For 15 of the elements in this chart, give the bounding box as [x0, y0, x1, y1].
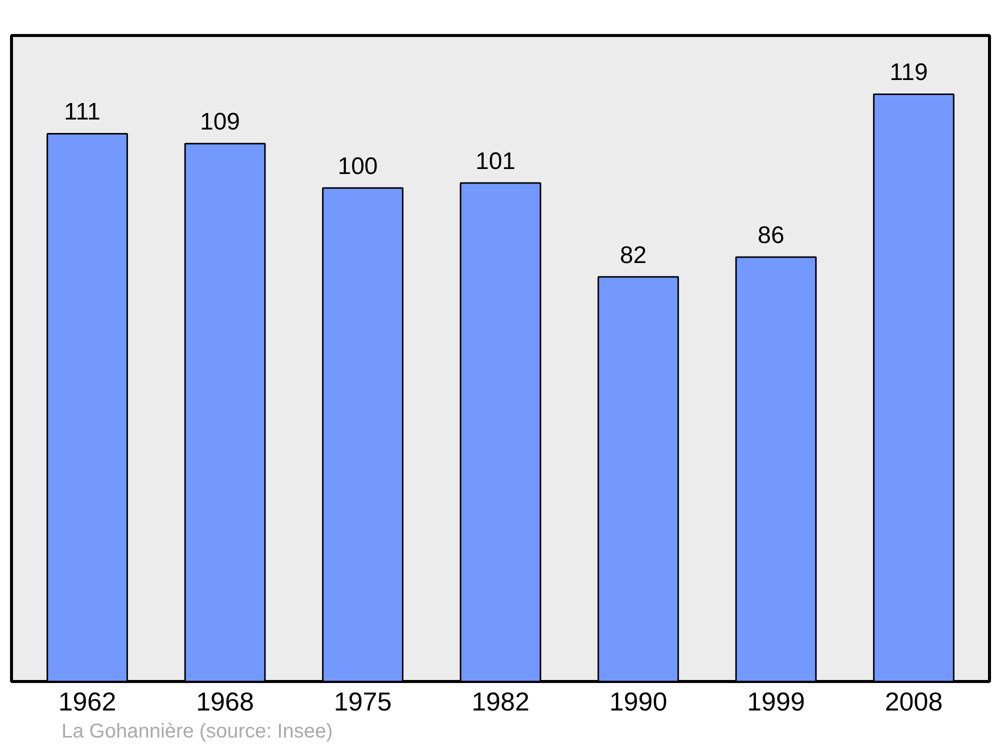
x-tick-label: 1990 — [609, 686, 668, 716]
x-tick-label: 1968 — [196, 686, 254, 716]
data-label: 119 — [890, 59, 928, 86]
data-label: 86 — [758, 222, 784, 250]
x-tick-label: 1999 — [747, 686, 805, 716]
x-tick-label: 1975 — [334, 686, 392, 716]
data-label: 111 — [64, 98, 101, 126]
data-label: 109 — [200, 108, 240, 136]
x-tick-label: 1962 — [58, 686, 116, 716]
data-label: 100 — [338, 152, 378, 180]
text: La Gohannière (source: Insee) — [62, 720, 333, 742]
x-tick-label: 1982 — [472, 686, 530, 716]
data-label: 101 — [475, 148, 516, 176]
x-tick-label: 2008 — [884, 686, 943, 716]
data-label: 82 — [620, 242, 647, 269]
